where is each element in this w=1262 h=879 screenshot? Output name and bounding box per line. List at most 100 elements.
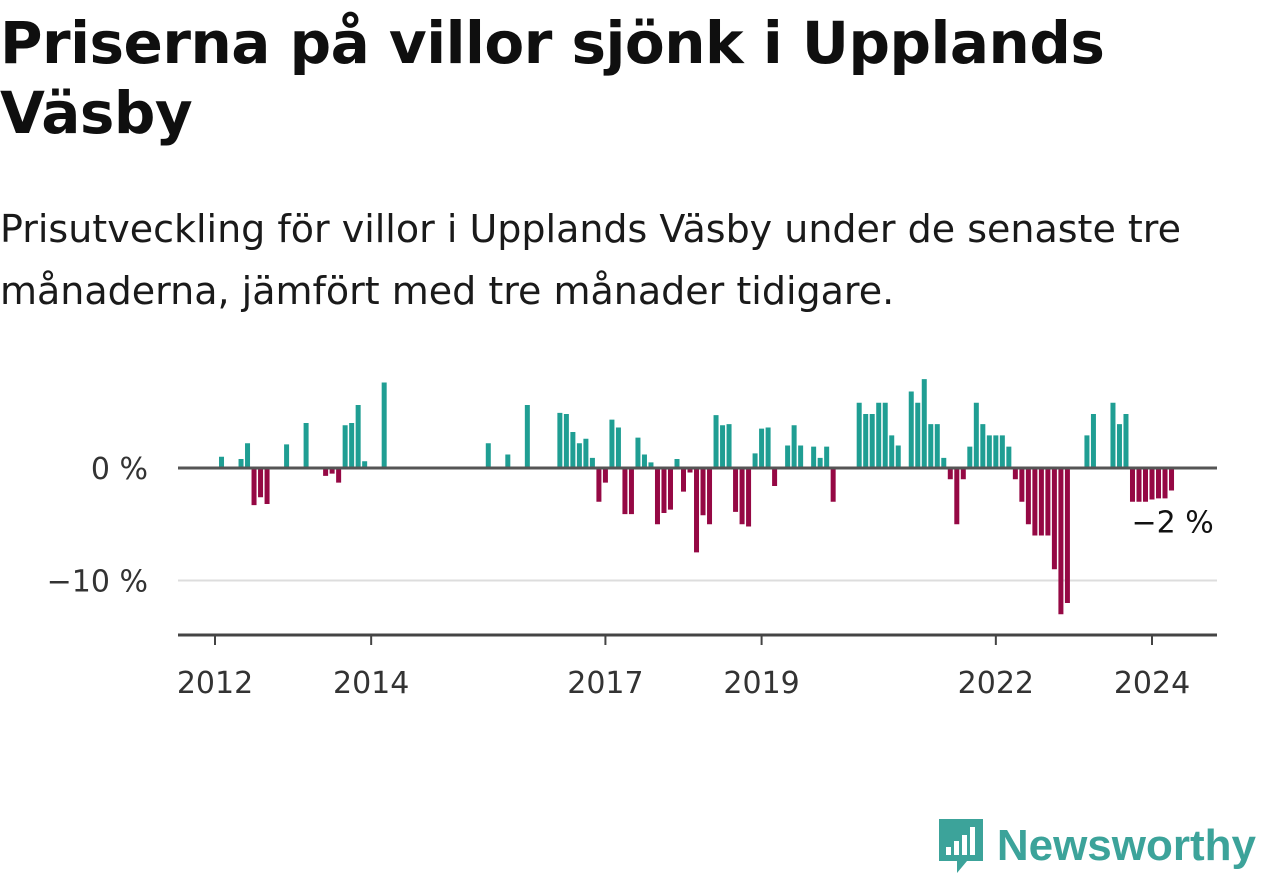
bar bbox=[615, 427, 621, 468]
latest-value-annotation: −2 % bbox=[1132, 506, 1214, 541]
bar bbox=[251, 468, 257, 506]
bar bbox=[908, 391, 914, 468]
bar bbox=[960, 468, 966, 480]
bar bbox=[641, 454, 647, 468]
bar bbox=[570, 432, 576, 468]
bar bbox=[1129, 468, 1135, 502]
bar bbox=[817, 457, 823, 469]
bar bbox=[1084, 435, 1090, 469]
bar bbox=[980, 424, 986, 469]
bar bbox=[602, 468, 608, 483]
bar bbox=[934, 424, 940, 469]
bar bbox=[589, 457, 595, 469]
bar bbox=[349, 423, 355, 468]
bar bbox=[739, 468, 745, 525]
bar bbox=[323, 468, 329, 476]
bar bbox=[1143, 468, 1148, 502]
bar bbox=[856, 402, 862, 468]
bars bbox=[219, 379, 1175, 615]
bar bbox=[1012, 468, 1018, 480]
chart-subtitle: Prisutveckling för villor i Upplands Väs… bbox=[0, 207, 1181, 313]
bar bbox=[895, 445, 901, 468]
bar bbox=[661, 468, 667, 513]
bar bbox=[986, 435, 992, 469]
bar bbox=[869, 414, 875, 468]
bar bbox=[928, 424, 934, 469]
bar bbox=[557, 412, 563, 468]
bar bbox=[726, 424, 732, 469]
bar bbox=[1045, 468, 1051, 536]
bar bbox=[915, 402, 921, 468]
bar bbox=[772, 468, 778, 486]
bar bbox=[1090, 414, 1096, 468]
bar bbox=[765, 427, 771, 468]
bar bbox=[1006, 446, 1012, 469]
bar bbox=[1136, 468, 1142, 502]
bar bbox=[746, 468, 752, 527]
bar bbox=[336, 468, 342, 483]
bar bbox=[889, 435, 895, 469]
bar bbox=[264, 468, 270, 504]
bar bbox=[622, 468, 628, 515]
bar bbox=[381, 382, 387, 468]
bar bbox=[694, 468, 700, 553]
bar bbox=[1162, 468, 1168, 499]
bar bbox=[583, 438, 589, 468]
bar bbox=[258, 468, 264, 498]
bar bbox=[654, 468, 660, 525]
bar bbox=[681, 468, 686, 492]
bar bbox=[830, 468, 836, 502]
bar bbox=[1156, 468, 1162, 499]
x-tick-label: 2017 bbox=[567, 666, 643, 701]
bar bbox=[635, 437, 641, 469]
bar bbox=[791, 425, 797, 468]
bar bbox=[596, 468, 602, 502]
bar bbox=[863, 414, 869, 468]
bar bbox=[355, 405, 361, 468]
bar bbox=[505, 454, 511, 468]
bar bbox=[954, 468, 960, 525]
x-tick-label: 2022 bbox=[958, 666, 1034, 701]
bar bbox=[524, 405, 530, 468]
newsworthy-logo: Newsworthy bbox=[937, 817, 1256, 875]
bar bbox=[1123, 414, 1129, 468]
bar-chart: 2012 2014 2017 2019 2022 2024 0 % −10 % −2 % bbox=[47, 379, 1217, 701]
bar bbox=[993, 435, 999, 469]
bar bbox=[876, 402, 882, 468]
bar bbox=[1110, 402, 1116, 468]
bar bbox=[947, 468, 953, 480]
bar bbox=[485, 443, 491, 468]
bar bbox=[967, 446, 973, 469]
bar bbox=[941, 457, 947, 469]
bar bbox=[1051, 468, 1057, 570]
x-tick-label: 2019 bbox=[723, 666, 799, 701]
bar bbox=[609, 419, 615, 469]
bar bbox=[238, 459, 244, 468]
bar bbox=[713, 415, 719, 469]
x-tick-label: 2014 bbox=[333, 666, 409, 701]
bar bbox=[700, 468, 706, 516]
bar bbox=[284, 444, 290, 469]
bar bbox=[628, 468, 634, 515]
bar bbox=[648, 462, 654, 469]
bar bbox=[1019, 468, 1025, 502]
brand-name: Newsworthy bbox=[996, 821, 1256, 870]
bar bbox=[882, 402, 888, 468]
x-axis-ticks: 2012 2014 2017 2019 2022 2024 bbox=[177, 635, 1190, 701]
bar bbox=[1038, 468, 1044, 536]
y-tick-label: −10 % bbox=[47, 565, 148, 600]
bar bbox=[785, 445, 791, 468]
bar bbox=[687, 468, 693, 473]
bar bbox=[219, 456, 225, 468]
bar bbox=[576, 443, 582, 468]
chart-title: Priserna på villor sjönk i Upplands Väsb… bbox=[0, 9, 1105, 147]
bar bbox=[674, 459, 680, 468]
y-tick-label: 0 % bbox=[91, 452, 148, 487]
bar bbox=[759, 428, 765, 469]
bar bbox=[752, 453, 758, 469]
bar bbox=[798, 445, 804, 468]
newsworthy-logo-icon bbox=[938, 819, 983, 873]
bar bbox=[973, 402, 979, 468]
bar bbox=[733, 468, 739, 512]
bar bbox=[1169, 468, 1175, 491]
